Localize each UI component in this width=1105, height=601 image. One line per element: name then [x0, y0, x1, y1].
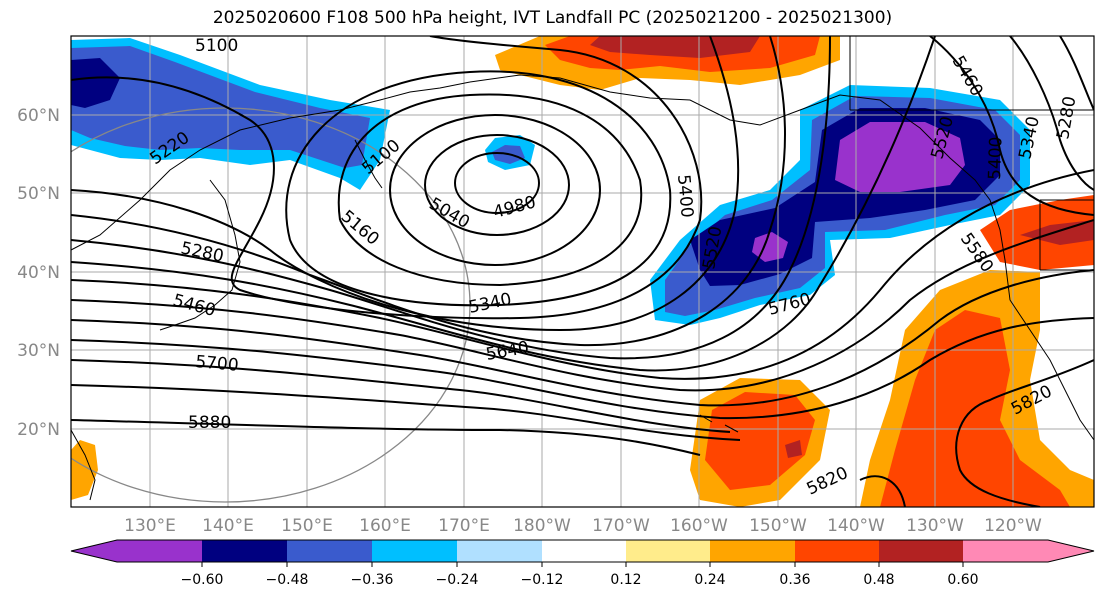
height-contours — [71, 36, 1094, 507]
colorbar-segment — [117, 540, 202, 562]
lon-label: 130°W — [906, 516, 964, 536]
colorbar-tick-label: 0.36 — [779, 572, 810, 588]
contour-label: 5880 — [188, 413, 231, 433]
lon-label: 170°W — [592, 516, 650, 536]
longitude-labels: 130°E 140°E 150°E 160°E 170°E 180°W 170°… — [124, 516, 1042, 536]
colorbar-tick-label: 0.48 — [863, 572, 894, 588]
contour-label: 5400 — [985, 136, 1006, 180]
colorbar-tick-label: 0.12 — [610, 572, 641, 588]
colorbar-segment — [626, 540, 710, 562]
lat-label: 40°N — [17, 263, 60, 283]
contour-label: 5700 — [195, 352, 240, 376]
map-panel: 5100 5220 5100 5040 4980 5160 5280 5460 … — [71, 36, 1094, 507]
lon-label: 150°E — [281, 516, 333, 536]
colorbar-segment — [202, 540, 287, 562]
colorbar-extend-low — [71, 540, 117, 562]
lon-label: 160°W — [670, 516, 728, 536]
colorbar-segment — [372, 540, 457, 562]
colorbar-segment — [963, 540, 1048, 562]
lon-label: 140°W — [827, 516, 885, 536]
colorbar-extend-high — [1048, 540, 1094, 562]
negative-anomaly-fill — [71, 38, 1030, 325]
colorbar-tick-label: −0.12 — [521, 572, 564, 588]
map-frame — [70, 35, 1095, 508]
colorbar-tick-label: 0.60 — [947, 572, 978, 588]
lon-label: 160°E — [359, 516, 411, 536]
colorbar-segment — [542, 540, 626, 562]
lon-label: 150°W — [749, 516, 807, 536]
lon-label: 120°W — [984, 516, 1042, 536]
map-title: 2025020600 F108 500 hPa height, IVT Land… — [212, 8, 893, 28]
colorbar-segment — [879, 540, 963, 562]
colorbar: −0.60 −0.48 −0.36 −0.24 −0.12 0.12 0.24 … — [70, 539, 1095, 588]
latitude-labels: 60°N 50°N 40°N 30°N 20°N — [17, 106, 60, 440]
colorbar-tick-label: −0.24 — [436, 572, 479, 588]
colorbar-tick-label: −0.48 — [266, 572, 309, 588]
lat-label: 60°N — [17, 106, 60, 126]
lat-label: 20°N — [17, 420, 60, 440]
colorbar-tick-label: −0.60 — [181, 572, 224, 588]
colorbar-tick-label: 0.24 — [694, 572, 725, 588]
colorbar-segment — [457, 540, 542, 562]
lat-label: 30°N — [17, 341, 60, 361]
lon-label: 170°E — [438, 516, 490, 536]
colorbar-segment — [795, 540, 879, 562]
positive-anomaly-fill — [71, 36, 1094, 507]
contour-label: 5100 — [195, 36, 238, 56]
lat-label: 50°N — [17, 184, 60, 204]
colorbar-segment — [710, 540, 795, 562]
colorbar-segment — [287, 540, 372, 562]
colorbar-outline — [70, 539, 1095, 563]
contour-label: 5400 — [673, 174, 697, 219]
lon-label: 180°W — [513, 516, 571, 536]
coastlines — [71, 36, 1094, 501]
colorbar-tick-label: −0.36 — [351, 572, 394, 588]
lon-label: 130°E — [124, 516, 176, 536]
lon-label: 140°E — [202, 516, 254, 536]
